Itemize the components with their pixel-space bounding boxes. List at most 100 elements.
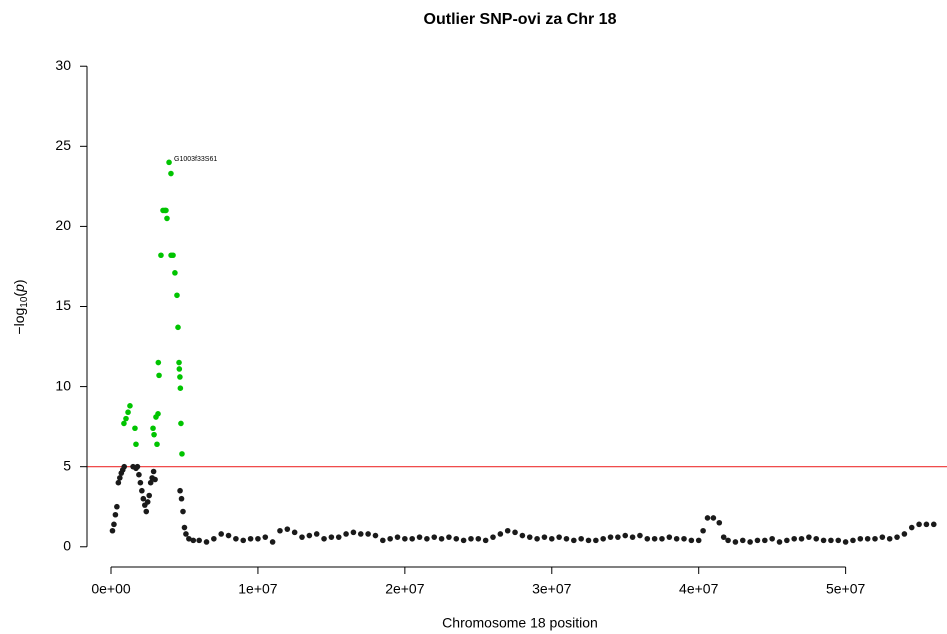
- y-axis-label: −log10(p): [11, 279, 30, 334]
- point: [438, 535, 445, 542]
- point: [720, 534, 727, 540]
- point: [152, 476, 158, 483]
- point: [901, 531, 908, 537]
- point: [908, 524, 915, 531]
- point: [512, 529, 518, 536]
- point: [894, 534, 900, 540]
- point: [791, 535, 797, 542]
- y-tick-label: 5: [63, 457, 71, 473]
- point: [578, 535, 584, 542]
- point: [117, 475, 123, 481]
- point: [163, 207, 169, 214]
- point: [147, 479, 154, 486]
- point: [490, 534, 496, 540]
- point: [177, 487, 183, 494]
- point: [857, 535, 864, 542]
- y-tick-label: 0: [63, 537, 71, 553]
- point: [176, 359, 182, 366]
- point: [923, 521, 930, 528]
- y-label-part: p: [11, 284, 27, 293]
- point: [155, 359, 162, 366]
- point: [143, 508, 150, 515]
- point: [387, 535, 393, 542]
- point: [820, 537, 827, 544]
- point: [526, 534, 533, 540]
- point: [879, 534, 886, 540]
- point: [659, 535, 665, 542]
- point: [607, 534, 614, 540]
- point: [747, 539, 753, 545]
- point: [695, 537, 702, 544]
- point: [255, 535, 261, 542]
- y-tick-label: 25: [55, 137, 71, 153]
- point: [798, 535, 805, 542]
- point: [150, 468, 157, 475]
- point: [125, 409, 131, 416]
- point: [622, 532, 629, 539]
- annotation: G1003f33S61: [174, 156, 217, 163]
- point: [666, 534, 673, 540]
- point: [233, 535, 239, 542]
- point: [111, 521, 117, 528]
- point: [916, 521, 922, 528]
- point: [534, 535, 540, 542]
- point: [262, 534, 269, 540]
- point: [177, 385, 184, 391]
- point: [203, 539, 210, 545]
- point: [277, 527, 283, 534]
- point: [150, 425, 156, 432]
- point: [183, 531, 189, 537]
- point: [593, 537, 599, 544]
- point: [380, 537, 386, 544]
- point: [556, 534, 562, 540]
- point: [269, 539, 276, 545]
- point: [123, 415, 129, 422]
- point: [211, 535, 217, 542]
- point: [335, 534, 342, 540]
- y-tick-label: 20: [55, 217, 71, 233]
- point: [178, 420, 184, 427]
- point: [306, 532, 313, 539]
- point: [247, 535, 254, 542]
- x-tick-label: 2e+07: [385, 581, 425, 597]
- point: [424, 535, 430, 542]
- point: [115, 479, 122, 486]
- point: [468, 535, 474, 542]
- point: [710, 515, 717, 521]
- point: [284, 526, 291, 532]
- point: [321, 535, 327, 542]
- x-tick-label: 1e+07: [238, 581, 278, 597]
- point: [133, 441, 139, 448]
- point: [681, 535, 687, 542]
- y-tick-label: 30: [55, 57, 71, 73]
- point: [177, 374, 183, 380]
- point: [394, 534, 401, 540]
- point: [504, 527, 511, 534]
- y-label-part: ): [11, 279, 27, 284]
- point: [673, 535, 680, 542]
- point: [842, 539, 849, 545]
- point: [725, 537, 731, 544]
- point: [114, 503, 120, 510]
- point: [563, 535, 570, 542]
- point: [571, 537, 577, 544]
- point: [175, 324, 181, 331]
- point: [615, 534, 621, 540]
- point: [651, 535, 658, 542]
- point: [155, 411, 161, 417]
- point: [146, 492, 153, 499]
- point: [134, 463, 141, 470]
- point: [186, 535, 192, 542]
- point: [112, 511, 119, 518]
- point: [196, 537, 202, 544]
- point: [166, 159, 172, 166]
- point: [409, 535, 416, 542]
- point: [813, 535, 820, 542]
- chart-title: Outlier SNP-ovi za Chr 18: [424, 11, 617, 28]
- y-tick-label: 10: [55, 377, 71, 393]
- point: [180, 508, 186, 515]
- x-tick-label: 0e+00: [91, 581, 131, 597]
- point: [121, 420, 127, 427]
- point: [156, 372, 162, 379]
